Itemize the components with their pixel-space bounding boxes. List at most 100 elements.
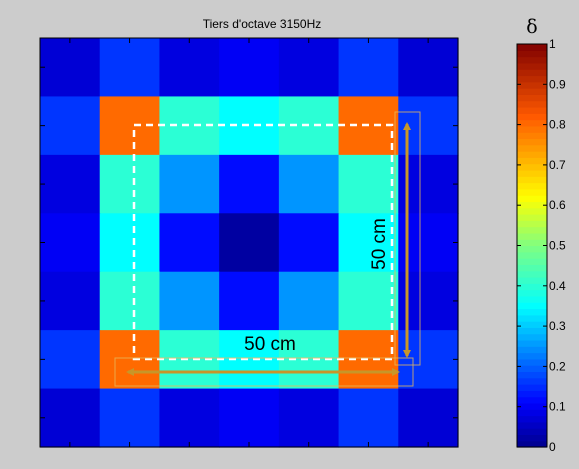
- colorbar-segment: [517, 94, 547, 102]
- heatmap-cell: [99, 213, 161, 273]
- heatmap-cell: [159, 388, 220, 448]
- heatmap-cell: [278, 38, 340, 98]
- chart-title: Tiers d'octave 3150Hz: [203, 17, 322, 31]
- heatmap-cell: [278, 271, 340, 331]
- colorbar-tick-label: 0.9: [549, 77, 566, 91]
- colorbar-segment: [517, 157, 547, 165]
- colorbar-segment: [517, 207, 547, 215]
- colorbar: [517, 44, 547, 448]
- horizontal-dimension-box: [114, 357, 414, 387]
- heatmap-cell: [338, 154, 399, 214]
- colorbar-segment: [517, 106, 547, 114]
- colorbar-segment: [517, 81, 547, 89]
- colorbar-segment: [517, 232, 547, 240]
- heatmap-cell: [398, 38, 459, 98]
- colorbar-segment: [517, 75, 547, 83]
- colorbar-segment: [517, 214, 547, 221]
- heatmap-cell: [278, 154, 340, 214]
- colorbar-segment: [517, 62, 547, 70]
- colorbar-tick-label: 0.2: [549, 359, 566, 373]
- colorbar-segment: [517, 176, 547, 184]
- heatmap-cell: [219, 38, 280, 98]
- colorbar-tick-label: 0.6: [549, 198, 566, 212]
- colorbar-segment: [517, 188, 547, 196]
- colorbar-segment: [517, 295, 547, 303]
- heatmap-cell: [40, 330, 101, 390]
- colorbar-segment: [517, 390, 547, 398]
- colorbar-segment: [517, 132, 547, 140]
- colorbar-segment: [517, 264, 547, 272]
- heatmap-cell: [159, 271, 220, 331]
- colorbar-segment: [517, 434, 547, 442]
- colorbar-segment: [517, 69, 547, 77]
- colorbar-segment: [517, 144, 547, 152]
- colorbar-segment: [517, 428, 547, 436]
- colorbar-tick-label: 0.8: [549, 118, 566, 132]
- colorbar-segment: [517, 314, 547, 322]
- axis-ticks: [40, 38, 458, 447]
- colorbar-tick-label: 0: [549, 440, 556, 454]
- colorbar-segment: [517, 377, 547, 385]
- colorbar-segment: [517, 333, 547, 341]
- colorbar-ticks: 0 0.1 0.2 0.3 0.4 0.5 0.6 0.7 0.8 0.9 1: [517, 37, 566, 454]
- colorbar-segment: [517, 113, 547, 121]
- colorbar-segment: [517, 276, 547, 284]
- colorbar-segment: [517, 339, 547, 347]
- colorbar-segment: [517, 396, 547, 404]
- heatmap-cell: [159, 154, 220, 214]
- heatmap-cell: [338, 38, 399, 98]
- colorbar-segment: [517, 440, 547, 448]
- heatmap-cell: [278, 213, 340, 273]
- heatmap-cell: [99, 271, 161, 331]
- colorbar-segment: [517, 151, 547, 158]
- colorbar-segment: [517, 201, 547, 209]
- heatmap-cell: [40, 271, 101, 331]
- colorbar-segment: [517, 220, 547, 228]
- heatmap-cell: [338, 388, 399, 448]
- colorbar-segment: [517, 119, 547, 127]
- heatmap-cell: [40, 38, 101, 98]
- colorbar-segment: [517, 88, 547, 95]
- colorbar-segment: [517, 283, 547, 291]
- colorbar-segment: [517, 251, 547, 259]
- colorbar-segment: [517, 195, 547, 203]
- vertical-dimension-box: [394, 111, 421, 366]
- colorbar-segment: [517, 258, 547, 265]
- colorbar-segment: [517, 371, 547, 379]
- colorbar-segment: [517, 327, 547, 335]
- heatmap-cell: [219, 271, 280, 331]
- heatmap-cell: [99, 154, 161, 214]
- colorbar-tick-label: 0.3: [549, 319, 566, 333]
- colorbar-segment: [517, 50, 547, 58]
- colorbar-segment: [517, 125, 547, 133]
- heatmap-cell: [40, 154, 101, 214]
- colorbar-segment: [517, 44, 547, 51]
- colorbar-segment: [517, 384, 547, 391]
- colorbar-tick-label: 0.5: [549, 239, 566, 253]
- colorbar-segment: [517, 56, 547, 64]
- heatmap-cell: [99, 388, 161, 448]
- heatmap-cell: [338, 213, 399, 273]
- heatmap-cell: [159, 38, 220, 98]
- colorbar-segment: [517, 358, 547, 366]
- colorbar-segment: [517, 346, 547, 354]
- heatmap-cell: [398, 388, 459, 448]
- colorbar-segment: [517, 421, 547, 429]
- colorbar-segment: [517, 182, 547, 190]
- colorbar-segment: [517, 270, 547, 278]
- colorbar-tick-label: 0.1: [549, 400, 566, 414]
- colorbar-tick-label: 0.7: [549, 158, 566, 172]
- colorbar-segment: [517, 100, 547, 108]
- heatmap-cell: [40, 96, 101, 156]
- colorbar-segment: [517, 409, 547, 417]
- heatmap-cell: [219, 388, 280, 448]
- colorbar-segment: [517, 138, 547, 146]
- colorbar-segment: [517, 169, 547, 177]
- colorbar-label: δ: [526, 16, 537, 38]
- colorbar-segment: [517, 352, 547, 360]
- colorbar-segment: [517, 245, 547, 253]
- heatmap-cell: [99, 38, 161, 98]
- heatmap-cell: [40, 388, 101, 448]
- colorbar-tick-label: 0.4: [549, 279, 566, 293]
